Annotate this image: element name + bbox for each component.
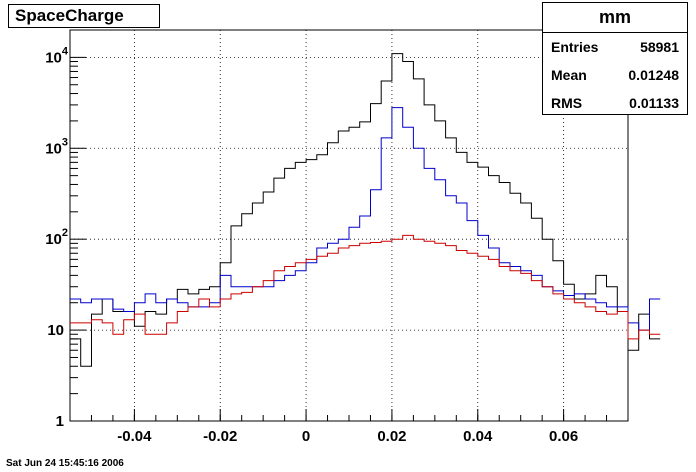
x-tick-label: 0 xyxy=(302,428,310,445)
stats-row-mean: Mean 0.01248 xyxy=(543,61,687,89)
stats-box: mm Entries 58981 Mean 0.01248 RMS 0.0113… xyxy=(542,2,688,115)
y-tick-label: 102 xyxy=(45,227,68,248)
series-blue-line xyxy=(70,107,661,331)
stats-row-rms: RMS 0.01133 xyxy=(543,89,687,117)
stats-key: RMS xyxy=(551,95,583,111)
chart-title: SpaceCharge xyxy=(8,4,160,28)
y-tick-base: 10 xyxy=(45,231,62,248)
series-layer xyxy=(70,53,661,367)
y-tick-label: 10 xyxy=(47,322,64,339)
stats-value: 58981 xyxy=(640,39,679,55)
timestamp: Sat Jun 24 15:45:16 2006 xyxy=(6,458,124,469)
y-tick-exponent: 3 xyxy=(62,136,68,148)
stats-key: Entries xyxy=(551,39,599,55)
x-tick-label: -0.04 xyxy=(117,428,152,445)
y-tick-base: 10 xyxy=(45,140,62,157)
stats-value: 0.01248 xyxy=(628,67,679,83)
y-tick-label: 104 xyxy=(45,45,69,66)
y-tick-label: 1 xyxy=(56,413,64,430)
stats-value: 0.01133 xyxy=(629,95,679,111)
x-tick-label: 0.02 xyxy=(377,428,406,445)
x-tick-label: 0.04 xyxy=(463,428,493,445)
x-tick-label: 0.06 xyxy=(549,428,578,445)
y-tick-exponent: 2 xyxy=(62,227,68,239)
series-red-line xyxy=(70,234,661,340)
stats-key: Mean xyxy=(551,67,587,83)
y-tick-exponent: 4 xyxy=(62,45,69,57)
grid-lines xyxy=(70,30,628,421)
stats-row-entries: Entries 58981 xyxy=(543,33,687,61)
y-tick-base: 10 xyxy=(45,49,62,66)
stats-title: mm xyxy=(543,3,687,33)
y-tick-label: 103 xyxy=(45,136,68,157)
x-tick-label: -0.02 xyxy=(203,428,237,445)
